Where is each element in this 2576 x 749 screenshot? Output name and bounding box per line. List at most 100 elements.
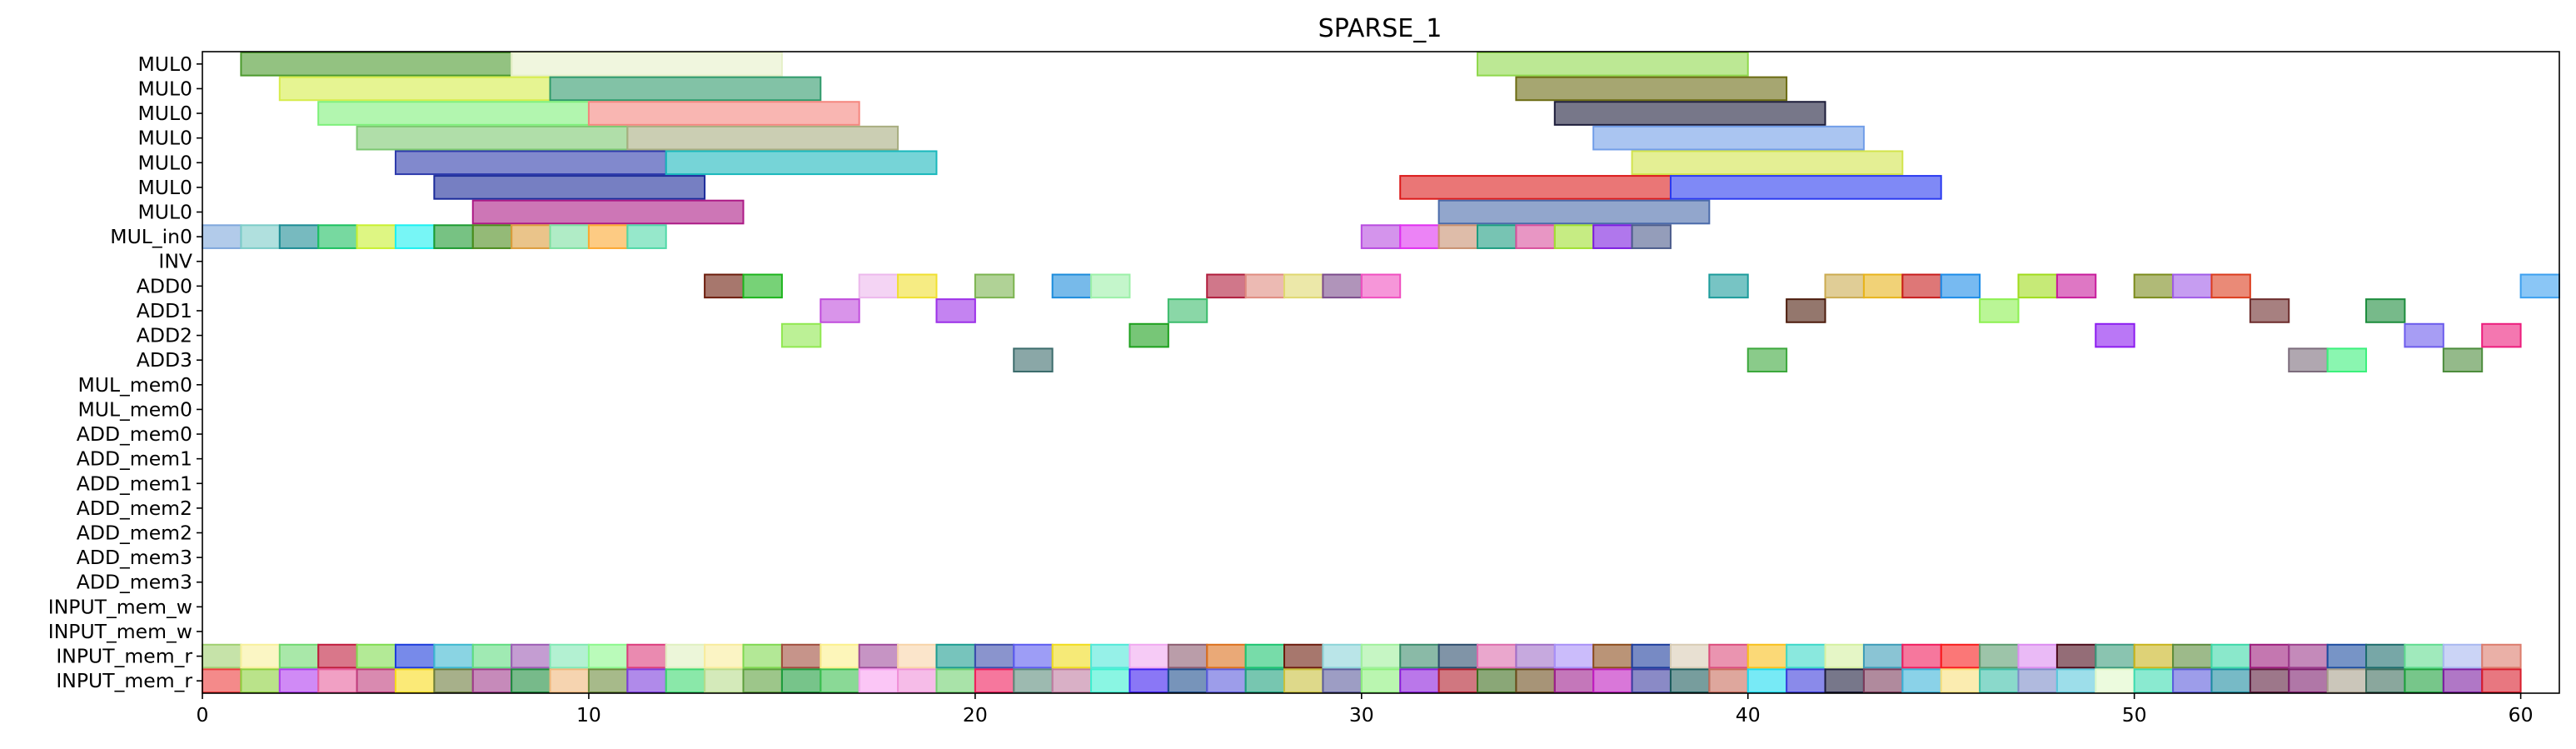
y-tick-label: ADD_mem2 [77,497,192,520]
task-bar [549,224,590,249]
x-tick-label: 20 [963,703,988,727]
y-tick-label: ADD_mem3 [77,571,192,594]
task-bar [1515,224,1556,249]
task-bar [2017,643,2058,669]
task-bar [202,643,242,669]
task-bar [1669,668,1711,694]
task-bar [2404,643,2444,669]
task-bar [1553,643,1595,669]
x-tick-label: 40 [1736,703,1761,727]
task-bar [2288,668,2329,694]
task-bar [2365,668,2406,694]
task-bar [704,643,745,669]
bars-layer [202,52,2561,694]
task-bar [1437,643,1478,669]
task-bar [820,298,860,323]
task-bar [1322,668,1363,694]
task-bar [2404,322,2444,348]
task-bar [974,643,1015,669]
task-bar [2481,643,2522,669]
task-bar [2249,643,2290,669]
task-bar [1206,273,1247,299]
chart-title: SPARSE_1 [1318,14,1442,43]
task-bar [780,643,822,669]
task-bar [1862,668,1904,694]
task-bar [1746,668,1788,694]
task-bar [2481,668,2522,694]
y-tick-label: MUL_mem0 [77,373,192,397]
task-bar [1167,668,1208,694]
task-bar [1592,643,1633,669]
task-bar [1708,668,1749,694]
task-bar [742,668,783,694]
task-bar [1979,668,2020,694]
task-bar [1708,273,1749,299]
task-bar [935,643,976,669]
task-bar [587,101,860,126]
task-bar [2288,643,2329,669]
y-tick-label: ADD_mem2 [77,522,192,545]
task-bar [1437,668,1478,694]
y-tick-label: ADD3 [137,348,192,372]
task-bar [587,643,629,669]
task-bar [1746,347,1788,373]
task-bar [2172,668,2213,694]
task-bar [1824,668,1865,694]
task-bar [240,643,281,669]
task-bar [278,76,551,102]
task-bar [2442,643,2484,669]
x-tick-label: 30 [1349,703,1374,727]
task-bar [549,643,590,669]
task-bar [1244,668,1286,694]
task-bar [1515,76,1788,102]
task-bar [626,224,667,249]
task-bar [704,668,745,694]
task-bar [356,668,396,694]
task-bar [858,643,899,669]
y-tick-label: ADD_mem1 [77,472,192,495]
task-bar [2326,643,2368,669]
task-bar [1940,273,1981,299]
y-tick-label: MUL_in0 [110,225,192,248]
task-bar [394,643,436,669]
task-bar [1979,643,2020,669]
task-bar [394,668,436,694]
task-bar [1360,668,1402,694]
y-tick-label: ADD_mem3 [77,546,192,569]
task-bar [1399,668,1440,694]
task-bar [1013,643,1054,669]
task-bar [394,150,667,176]
task-bar [1862,643,1904,669]
task-bar [1129,668,1169,694]
task-bar [1553,224,1595,249]
task-bar [1206,643,1247,669]
task-bar [240,668,281,694]
task-bar [1167,643,1208,669]
task-bar [1746,643,1788,669]
task-bar [2055,668,2097,694]
task-bar [1553,668,1595,694]
task-bar [1283,643,1324,669]
task-bar [2404,668,2444,694]
task-bar [1631,150,1904,176]
task-bar [2095,668,2135,694]
y-tick-label: MUL0 [137,176,192,199]
task-bar [2210,643,2251,669]
task-bar [1476,224,1517,249]
task-bar [1553,101,1826,126]
task-bar [356,224,396,249]
task-bar [2133,668,2175,694]
task-bar [974,668,1015,694]
task-bar [511,224,551,249]
task-bar [2055,273,2097,299]
task-bar [1979,298,2020,323]
task-bar [278,643,320,669]
x-axis-ticks: 0 10 20 30 40 50 60 [197,693,2534,727]
y-tick-label: ADD2 [137,324,192,347]
task-bar [511,668,551,694]
task-bar [317,101,590,126]
task-bar [1437,224,1478,249]
y-tick-label: MUL_mem0 [77,397,192,421]
task-bar [1322,643,1363,669]
task-bar [2095,643,2135,669]
